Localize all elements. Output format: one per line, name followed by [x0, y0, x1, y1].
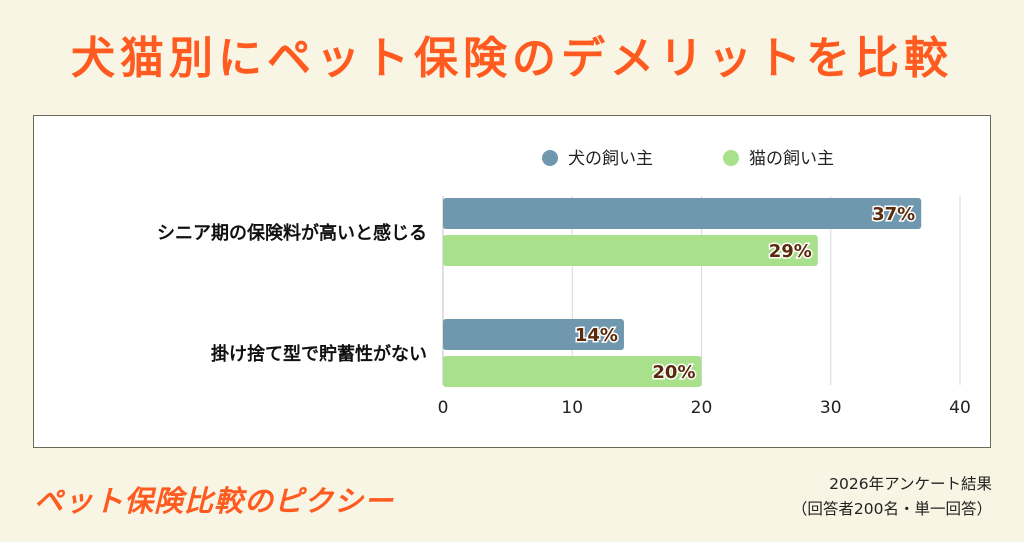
x-tick-label: 30 [820, 398, 842, 418]
brand-logo-text: ペット保険比較のピクシー [34, 484, 395, 518]
bar [443, 319, 624, 350]
legend-marker [542, 150, 558, 166]
legend-marker [723, 150, 739, 166]
x-tick-label: 40 [949, 398, 971, 418]
survey-title: 2026年アンケート結果 [829, 475, 992, 493]
bar [443, 235, 818, 266]
category-label: シニア期の保険料が高いと感じる [157, 222, 427, 244]
x-tick-label: 10 [561, 398, 583, 418]
bar-value-label: 14% [575, 325, 618, 346]
bar [443, 198, 922, 229]
legend-label: 犬の飼い主 [568, 149, 653, 169]
survey-detail: （回答者200名・単一回答） [791, 500, 992, 518]
category-label: 掛け捨て型で貯蓄性がない [211, 343, 427, 365]
bar-value-label: 37% [872, 204, 915, 225]
bar-value-label: 20% [652, 362, 695, 383]
page-title: 犬猫別にペット保険のデメリットを比較 [71, 33, 953, 84]
bar [443, 356, 702, 387]
bar-value-label: 29% [769, 241, 812, 262]
legend-label: 猫の飼い主 [749, 149, 834, 169]
survey-note: 2026年アンケート結果 （回答者200名・単一回答） [792, 472, 992, 522]
x-tick-label: 20 [691, 398, 713, 418]
x-tick-label: 0 [438, 398, 449, 418]
chart-panel: 0 10 20 30 40 犬の飼い主 猫の飼い主シニア期の保険料が高いと感じる 37% 29%… [33, 115, 991, 448]
